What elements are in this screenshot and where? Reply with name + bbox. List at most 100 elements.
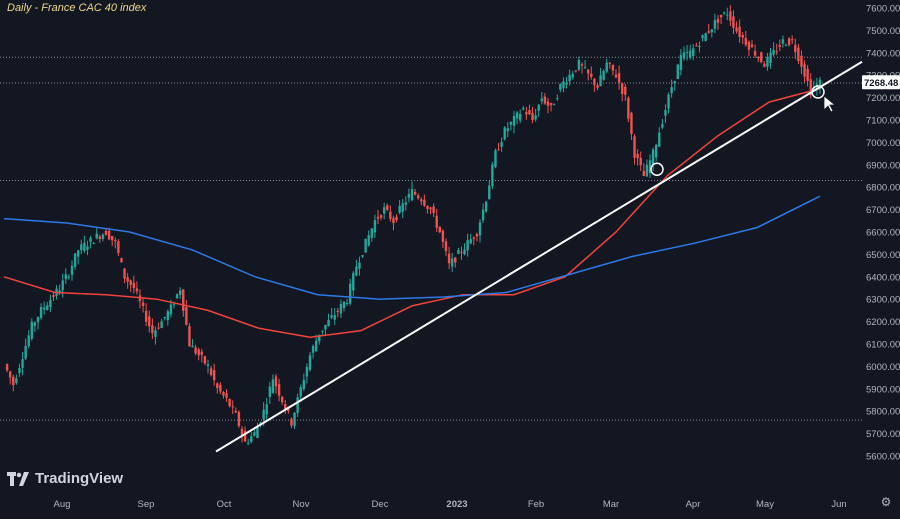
candle-body — [441, 230, 445, 242]
candle-body — [806, 68, 809, 81]
candle-body — [750, 44, 754, 48]
candle-body — [52, 295, 55, 298]
y-tick-label: 6200.00 — [866, 317, 900, 328]
candle-body — [531, 113, 534, 120]
candle-body — [500, 142, 503, 147]
y-tick-label: 6500.00 — [866, 250, 900, 261]
x-tick-label: Apr — [686, 499, 701, 510]
candle-body — [673, 80, 676, 84]
x-tick-label: Jun — [831, 499, 846, 510]
candle-body — [602, 71, 605, 80]
candle-body — [21, 359, 24, 368]
trendline[interactable] — [215, 60, 863, 453]
candle-body — [722, 12, 726, 14]
candle-body — [27, 335, 30, 347]
candle-body — [744, 37, 748, 45]
candle-body — [729, 11, 732, 21]
candle-body — [352, 272, 355, 291]
candle-body — [305, 367, 309, 377]
candle-body — [361, 255, 364, 257]
candle-body — [611, 64, 615, 71]
candle-body — [525, 112, 528, 115]
candle-body — [86, 246, 89, 250]
candle-body — [661, 124, 664, 128]
candle-body — [778, 45, 782, 47]
candle-body — [327, 319, 330, 326]
tradingview-icon — [7, 471, 29, 486]
candle-body — [389, 211, 392, 219]
candle-body — [194, 347, 197, 354]
candle-body — [775, 51, 778, 53]
candle-body — [101, 234, 105, 239]
candle-body — [114, 239, 117, 242]
y-tick-label: 6300.00 — [866, 295, 900, 306]
tradingview-logo[interactable]: TradingView — [7, 470, 123, 487]
candle-body — [197, 349, 200, 356]
candle-body — [624, 86, 627, 95]
candle-body — [154, 330, 157, 337]
candle-body — [506, 128, 510, 132]
y-tick-label: 5600.00 — [866, 452, 900, 463]
y-tick-label: 6000.00 — [866, 362, 900, 373]
candle-body — [534, 115, 537, 120]
candle-body — [163, 316, 166, 318]
candle-body — [284, 403, 287, 410]
candle-body — [432, 206, 435, 213]
y-tick-label: 6100.00 — [866, 340, 900, 351]
candle-body — [549, 102, 553, 105]
candle-body — [732, 16, 735, 28]
candle-body — [463, 249, 466, 255]
candle-body — [522, 108, 525, 110]
candle-body — [144, 310, 148, 322]
y-tick-label: 7200.00 — [866, 93, 900, 104]
candle-body — [355, 266, 358, 276]
candle-body — [373, 220, 377, 233]
candle-body — [784, 45, 788, 47]
candle-body — [18, 367, 21, 374]
candle-body — [794, 44, 797, 52]
candle-body — [583, 67, 587, 69]
candle-body — [392, 218, 395, 224]
candle-body — [107, 230, 111, 240]
y-tick-label: 7600.00 — [866, 4, 900, 15]
candle-body — [185, 307, 188, 325]
candle-body — [274, 376, 278, 387]
candle-body — [658, 132, 661, 147]
candle-body — [188, 326, 191, 347]
candle-body — [256, 426, 259, 439]
candle-body — [738, 26, 741, 37]
candle-body — [83, 242, 86, 252]
candle-body — [151, 325, 154, 334]
touch-marker — [650, 162, 664, 177]
candle-body — [376, 216, 380, 219]
candle-body — [407, 193, 411, 198]
candle-body — [704, 33, 707, 41]
candle-body — [268, 386, 272, 397]
candle-body — [296, 397, 299, 413]
y-tick-label: 7500.00 — [866, 26, 900, 37]
candle-body — [716, 18, 720, 23]
candle-body — [630, 112, 633, 134]
candle-body — [552, 104, 556, 106]
candle-body — [596, 85, 599, 88]
mouse-cursor-icon — [823, 95, 837, 113]
candle-body — [104, 230, 108, 236]
candle-body — [191, 345, 194, 348]
candle-body — [670, 87, 673, 94]
candle-body — [760, 52, 763, 63]
candle-body — [110, 235, 114, 241]
candle-body — [348, 283, 352, 304]
candle-body — [209, 368, 213, 376]
candle-body — [364, 238, 367, 253]
candle-body — [15, 378, 18, 383]
x-tick-label: Oct — [217, 499, 232, 510]
candle-body — [450, 258, 454, 267]
candle-body — [756, 57, 760, 59]
candle-body — [772, 49, 775, 55]
candle-body — [710, 29, 714, 33]
settings-icon[interactable]: ⚙ — [880, 495, 892, 509]
candle-body — [420, 199, 423, 202]
candle-body — [766, 57, 769, 67]
